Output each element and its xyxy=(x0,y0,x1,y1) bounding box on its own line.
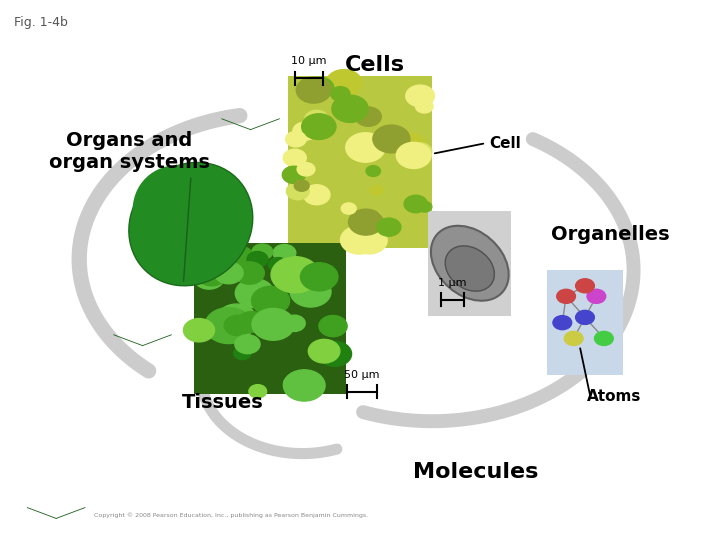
Circle shape xyxy=(373,125,410,153)
Circle shape xyxy=(318,341,351,366)
Circle shape xyxy=(303,185,330,205)
Circle shape xyxy=(290,276,331,307)
Ellipse shape xyxy=(129,163,253,286)
Circle shape xyxy=(224,246,253,268)
Circle shape xyxy=(204,308,253,343)
Bar xyxy=(428,211,511,316)
Circle shape xyxy=(341,203,356,214)
Ellipse shape xyxy=(445,246,495,291)
Text: Cells: Cells xyxy=(344,55,405,75)
Circle shape xyxy=(284,315,305,332)
Circle shape xyxy=(327,75,359,99)
Text: Copyright © 2008 Pearson Education, Inc., publishing as Pearson Benjamin Cumming: Copyright © 2008 Pearson Education, Inc.… xyxy=(94,513,368,518)
Text: Tissues: Tissues xyxy=(182,393,264,412)
Circle shape xyxy=(224,315,251,336)
Circle shape xyxy=(184,319,215,342)
Text: 50 μm: 50 μm xyxy=(344,369,380,380)
Circle shape xyxy=(332,95,368,123)
Circle shape xyxy=(308,339,340,363)
Circle shape xyxy=(276,256,310,282)
Text: 10 μm: 10 μm xyxy=(291,56,327,66)
Text: Atoms: Atoms xyxy=(587,389,642,404)
Bar xyxy=(194,243,346,394)
Circle shape xyxy=(252,244,273,260)
Circle shape xyxy=(330,86,350,101)
Circle shape xyxy=(305,77,334,99)
Circle shape xyxy=(287,183,309,200)
Circle shape xyxy=(305,110,328,128)
Text: Organs and
organ systems: Organs and organ systems xyxy=(49,131,210,172)
Circle shape xyxy=(214,262,243,284)
Circle shape xyxy=(235,262,264,284)
Circle shape xyxy=(396,143,431,168)
Circle shape xyxy=(283,149,306,166)
Circle shape xyxy=(247,252,268,267)
Circle shape xyxy=(346,133,385,162)
Circle shape xyxy=(194,266,224,289)
Circle shape xyxy=(252,308,294,340)
Circle shape xyxy=(235,279,274,308)
Circle shape xyxy=(406,85,434,107)
Circle shape xyxy=(356,107,382,126)
Circle shape xyxy=(341,226,378,254)
Circle shape xyxy=(587,289,606,303)
Circle shape xyxy=(269,258,288,272)
Circle shape xyxy=(409,143,432,160)
Text: Organelles: Organelles xyxy=(551,225,670,245)
Circle shape xyxy=(251,286,289,315)
Circle shape xyxy=(284,374,309,393)
Circle shape xyxy=(576,310,595,325)
Circle shape xyxy=(302,114,336,139)
Circle shape xyxy=(576,279,595,293)
Circle shape xyxy=(377,218,401,236)
Circle shape xyxy=(415,100,433,113)
Circle shape xyxy=(564,332,583,346)
Text: Fig. 1-4b: Fig. 1-4b xyxy=(14,16,68,29)
Circle shape xyxy=(284,370,325,401)
Circle shape xyxy=(370,185,384,195)
Circle shape xyxy=(418,201,432,212)
Circle shape xyxy=(238,312,266,332)
Text: 1 μm: 1 μm xyxy=(438,278,467,288)
Circle shape xyxy=(296,77,331,103)
Circle shape xyxy=(271,256,319,293)
Circle shape xyxy=(394,133,426,157)
Bar xyxy=(288,76,432,248)
Circle shape xyxy=(557,289,575,303)
Circle shape xyxy=(297,163,315,176)
Circle shape xyxy=(366,166,380,177)
Circle shape xyxy=(348,209,383,235)
Circle shape xyxy=(197,264,226,286)
Circle shape xyxy=(319,315,347,336)
Circle shape xyxy=(553,315,572,329)
Bar xyxy=(547,270,623,375)
Text: Cell: Cell xyxy=(490,136,521,151)
Circle shape xyxy=(273,245,296,261)
Circle shape xyxy=(249,384,266,398)
Text: Molecules: Molecules xyxy=(413,462,538,483)
Circle shape xyxy=(404,195,428,213)
Circle shape xyxy=(286,131,306,147)
Circle shape xyxy=(233,347,251,360)
Circle shape xyxy=(235,335,260,354)
Circle shape xyxy=(217,304,256,333)
Circle shape xyxy=(293,122,317,140)
Circle shape xyxy=(331,72,356,91)
Ellipse shape xyxy=(431,226,509,301)
Circle shape xyxy=(368,212,382,222)
Circle shape xyxy=(300,263,338,291)
Circle shape xyxy=(351,227,387,254)
Circle shape xyxy=(282,166,305,184)
Circle shape xyxy=(294,180,309,191)
Circle shape xyxy=(595,332,613,346)
Ellipse shape xyxy=(132,165,235,267)
Circle shape xyxy=(326,70,362,97)
